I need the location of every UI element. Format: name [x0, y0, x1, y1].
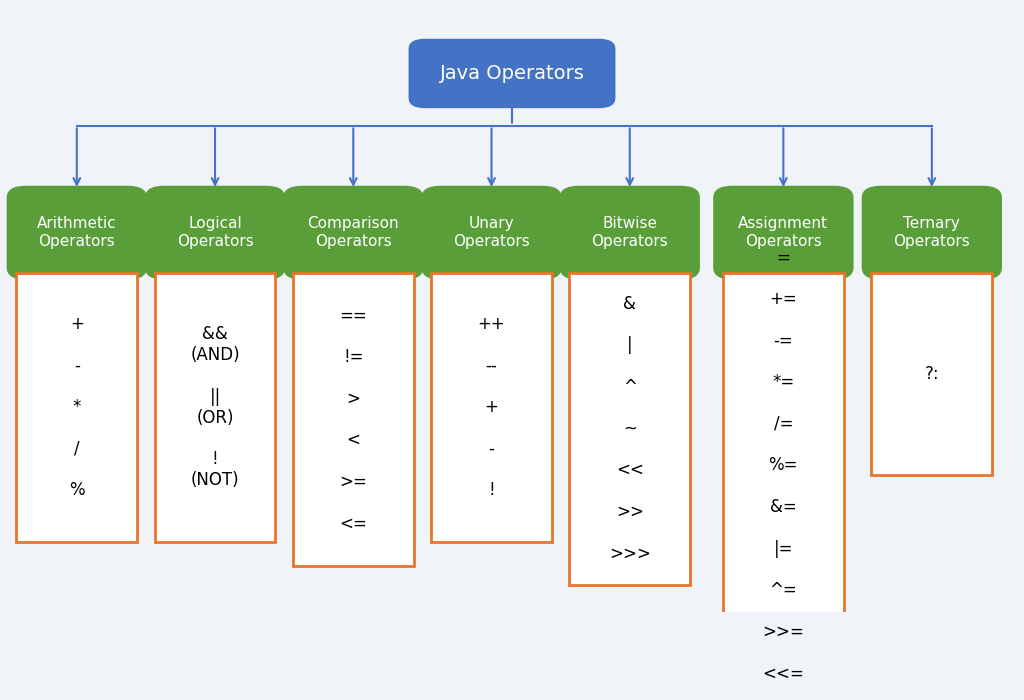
FancyBboxPatch shape — [723, 272, 844, 658]
FancyBboxPatch shape — [155, 272, 275, 542]
Text: Arithmetic
Operators: Arithmetic Operators — [37, 216, 117, 249]
FancyBboxPatch shape — [16, 272, 137, 542]
FancyBboxPatch shape — [422, 187, 561, 279]
Text: &

|

^

~

<<

>>

>>>: & | ^ ~ << >> >>> — [608, 295, 651, 563]
FancyBboxPatch shape — [715, 187, 852, 279]
Text: Java Operators: Java Operators — [439, 64, 585, 83]
FancyBboxPatch shape — [569, 272, 690, 584]
Text: Bitwise
Operators: Bitwise Operators — [592, 216, 668, 249]
FancyBboxPatch shape — [561, 187, 698, 279]
FancyBboxPatch shape — [871, 272, 992, 475]
Text: ==

!=

>

<

>=

<=: == != > < >= <= — [339, 307, 368, 533]
Text: =

+=

-=

*=

/=

%=

&=

|=

^=

>>=

<<=: = += -= *= /= %= &= |= ^= >>= <<= — [763, 248, 804, 682]
Text: Ternary
Operators: Ternary Operators — [894, 216, 970, 249]
FancyBboxPatch shape — [145, 187, 284, 279]
Text: &&
(AND)

||
(OR)

!
(NOT): && (AND) || (OR) ! (NOT) — [190, 326, 240, 489]
Text: Assignment
Operators: Assignment Operators — [738, 216, 828, 249]
FancyBboxPatch shape — [284, 187, 422, 279]
Text: Comparison
Operators: Comparison Operators — [307, 216, 399, 249]
FancyBboxPatch shape — [862, 187, 1001, 279]
Text: Logical
Operators: Logical Operators — [177, 216, 253, 249]
FancyBboxPatch shape — [7, 187, 146, 279]
FancyBboxPatch shape — [410, 40, 614, 107]
FancyBboxPatch shape — [293, 272, 414, 566]
Text: ?:: ?: — [925, 365, 939, 382]
Text: +

-

*

/

%: + - * / % — [69, 315, 85, 499]
Text: ++

--

+

-

!: ++ -- + - ! — [477, 315, 506, 499]
Text: Unary
Operators: Unary Operators — [454, 216, 529, 249]
FancyBboxPatch shape — [431, 272, 552, 542]
